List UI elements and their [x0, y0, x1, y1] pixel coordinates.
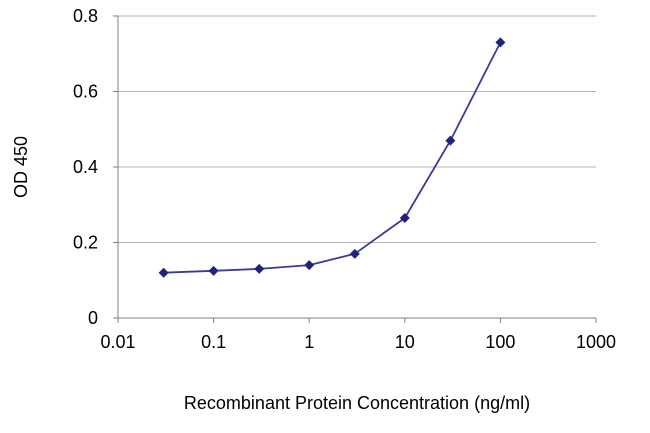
data-point-marker	[304, 260, 315, 271]
data-point-marker	[254, 263, 265, 274]
x-tick-label: 1000	[576, 332, 616, 352]
x-tick-label: 100	[485, 332, 515, 352]
x-tick-label: 0.1	[201, 332, 226, 352]
series-line	[163, 41, 502, 274]
x-axis-title: Recombinant Protein Concentration (ng/ml…	[184, 393, 530, 413]
y-tick-label: 0	[88, 308, 98, 328]
axes	[113, 15, 597, 323]
y-tick-label: 0.8	[73, 6, 98, 26]
data-series	[158, 37, 506, 278]
x-tick-label: 1	[304, 332, 314, 352]
tick-labels: 0.01 0.1 1 10 100 1000 0 0.2 0.4 0.6 0.8	[73, 6, 616, 352]
data-point-marker	[399, 212, 410, 223]
data-point-marker	[158, 267, 169, 278]
x-tick-label: 0.01	[100, 332, 135, 352]
y-axis-title: OD 450	[11, 136, 31, 198]
gridlines	[118, 15, 596, 243]
x-tick-label: 10	[395, 332, 415, 352]
data-point-marker	[495, 37, 506, 48]
data-point-marker	[349, 248, 360, 259]
data-point-marker	[445, 135, 456, 146]
y-tick-label: 0.4	[73, 157, 98, 177]
y-tick-label: 0.6	[73, 82, 98, 102]
data-point-marker	[208, 265, 219, 276]
y-tick-label: 0.2	[73, 233, 98, 253]
